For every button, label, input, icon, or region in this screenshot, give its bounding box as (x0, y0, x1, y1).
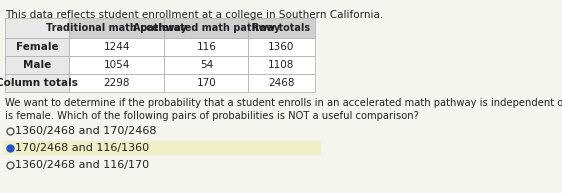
Text: 1108: 1108 (268, 60, 294, 70)
Text: 170: 170 (197, 78, 216, 88)
Bar (4, 74, 69, 92)
Text: Accelerated math pathway: Accelerated math pathway (133, 23, 280, 33)
Text: 116: 116 (196, 42, 216, 52)
Bar (69, 38, 165, 56)
Text: 2468: 2468 (268, 78, 294, 88)
Bar (69, 56, 165, 74)
Bar (4, 56, 69, 74)
Text: Male: Male (23, 60, 51, 70)
Text: 1244: 1244 (103, 42, 130, 52)
Text: We want to determine if the probability that a student enrolls in an accelerated: We want to determine if the probability … (4, 98, 562, 121)
Bar (165, 56, 248, 74)
Text: 1360/2468 and 170/2468: 1360/2468 and 170/2468 (15, 126, 156, 136)
Text: Column totals: Column totals (0, 78, 78, 88)
Bar (69, 74, 165, 92)
Bar (3, 141, 321, 155)
Text: 1360/2468 and 116/170: 1360/2468 and 116/170 (15, 160, 149, 170)
Bar (165, 18, 248, 38)
Bar (248, 74, 315, 92)
Text: Row totals: Row totals (252, 23, 310, 33)
Text: 1360: 1360 (268, 42, 294, 52)
Text: Traditional math pathway: Traditional math pathway (47, 23, 187, 33)
Bar (248, 38, 315, 56)
Bar (248, 18, 315, 38)
Text: Female: Female (16, 42, 58, 52)
Bar (4, 18, 69, 38)
Bar (69, 18, 165, 38)
Bar (165, 38, 248, 56)
Text: This data reflects student enrollment at a college in Southern California.: This data reflects student enrollment at… (4, 10, 383, 20)
Text: 170/2468 and 116/1360: 170/2468 and 116/1360 (15, 143, 149, 153)
Bar (248, 56, 315, 74)
Bar (165, 74, 248, 92)
Text: 54: 54 (200, 60, 213, 70)
Bar (4, 38, 69, 56)
Text: 1054: 1054 (103, 60, 130, 70)
Text: 2298: 2298 (103, 78, 130, 88)
